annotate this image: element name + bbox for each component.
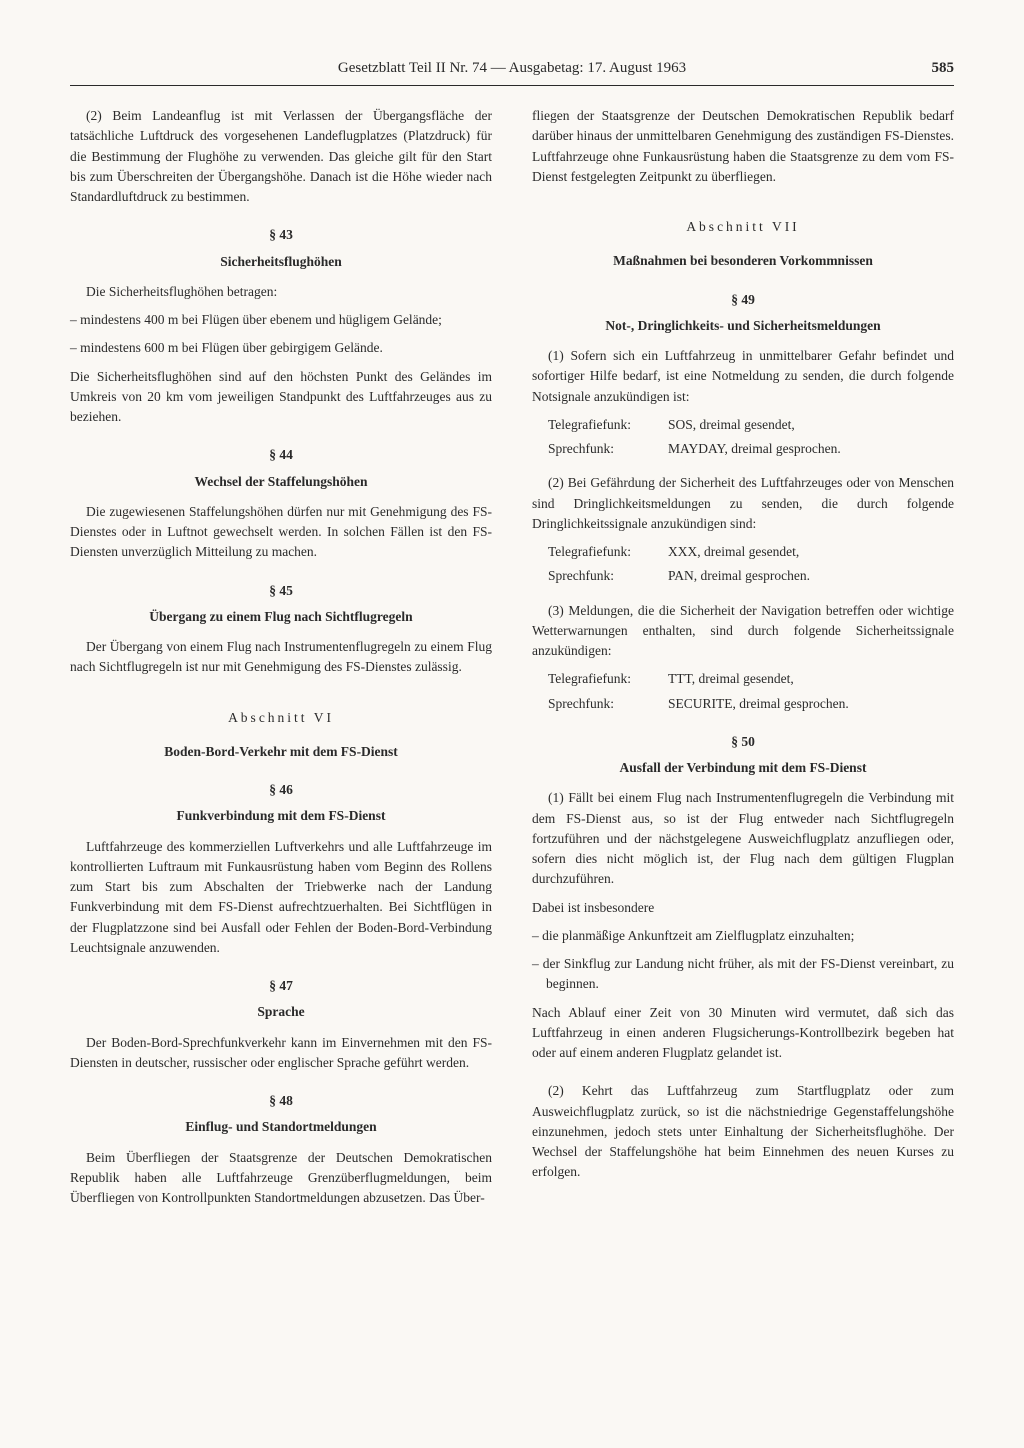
section-number: § 43 [70,225,492,245]
signal-value: SECURITE, dreimal gesprochen. [668,694,954,714]
chapter-title: Maßnahmen bei besonderen Vorkommnissen [532,251,954,271]
text-columns: (2) Beim Landeanflug ist mit Verlassen d… [70,106,954,1216]
signal-label: Telegrafiefunk: [548,669,668,689]
page-header: Gesetzblatt Teil II Nr. 74 — Ausgabetag:… [70,60,954,86]
signal-label: Sprechfunk: [548,694,668,714]
body-text: (2) Beim Landeanflug ist mit Verlassen d… [70,106,492,207]
section-title: Ausfall der Verbindung mit dem FS-Dienst [532,758,954,778]
section-title: Funkverbindung mit dem FS-Dienst [70,806,492,826]
section-number: § 48 [70,1091,492,1111]
list-item: – der Sinkflug zur Landung nicht früher,… [532,954,954,995]
header-title: Gesetzblatt Teil II Nr. 74 — Ausgabetag:… [338,60,686,76]
page-number: 585 [932,60,955,77]
section-title: Sicherheitsflughöhen [70,252,492,272]
section-title: Sprache [70,1002,492,1022]
section-number: § 49 [532,290,954,310]
body-text: Der Übergang von einem Flug nach Instrum… [70,637,492,678]
body-text: (3) Meldungen, die die Sicherheit der Na… [532,601,954,662]
signal-row: Telegrafiefunk: SOS, dreimal gesendet, [548,415,954,435]
section-number: § 45 [70,581,492,601]
section-title: Wechsel der Staffelungshöhen [70,472,492,492]
body-text: Dabei ist insbesondere [532,898,954,918]
chapter-label: Abschnitt VI [70,708,492,728]
section-number: § 50 [532,732,954,752]
body-text: Nach Ablauf einer Zeit von 30 Minuten wi… [532,1003,954,1064]
document-page: Gesetzblatt Teil II Nr. 74 — Ausgabetag:… [0,0,1024,1448]
body-text: Die Sicherheitsflughöhen sind auf den hö… [70,367,492,428]
signal-row: Sprechfunk: SECURITE, dreimal gesprochen… [548,694,954,714]
signal-label: Telegrafiefunk: [548,542,668,562]
body-text: Die zugewiesenen Staffelungshöhen dürfen… [70,502,492,563]
signal-value: MAYDAY, dreimal gesprochen. [668,439,954,459]
chapter-title: Boden-Bord-Verkehr mit dem FS-Dienst [70,742,492,762]
list-item: – mindestens 400 m bei Flügen über ebene… [70,310,492,330]
body-text: (1) Fällt bei einem Flug nach Instrument… [532,788,954,889]
body-text: Luftfahrzeuge des kommerziellen Luftverk… [70,837,492,959]
signal-row: Telegrafiefunk: TTT, dreimal gesendet, [548,669,954,689]
body-text: (2) Bei Gefährdung der Sicherheit des Lu… [532,473,954,534]
signal-value: XXX, dreimal gesendet, [668,542,954,562]
list-item: – die planmäßige Ankunftzeit am Zielflug… [532,926,954,946]
signal-label: Telegrafiefunk: [548,415,668,435]
signal-row: Telegrafiefunk: XXX, dreimal gesendet, [548,542,954,562]
body-text: (2) Kehrt das Luftfahrzeug zum Startflug… [532,1081,954,1182]
section-number: § 44 [70,445,492,465]
signal-label: Sprechfunk: [548,439,668,459]
body-text: Beim Überfliegen der Staatsgrenze der De… [70,1148,492,1209]
left-column: (2) Beim Landeanflug ist mit Verlassen d… [70,106,492,1216]
signal-row: Sprechfunk: PAN, dreimal gesprochen. [548,566,954,586]
list-item: – mindestens 600 m bei Flügen über gebir… [70,338,492,358]
section-number: § 46 [70,780,492,800]
signal-label: Sprechfunk: [548,566,668,586]
section-number: § 47 [70,976,492,996]
body-text: (1) Sofern sich ein Luftfahrzeug in unmi… [532,346,954,407]
chapter-label: Abschnitt VII [532,217,954,237]
signal-row: Sprechfunk: MAYDAY, dreimal gesprochen. [548,439,954,459]
section-title: Not-, Dringlichkeits- und Sicherheitsmel… [532,316,954,336]
signal-value: TTT, dreimal gesendet, [668,669,954,689]
body-text: Die Sicherheitsflughöhen betragen: [70,282,492,302]
body-text: Der Boden-Bord-Sprechfunkverkehr kann im… [70,1033,492,1074]
right-column: fliegen der Staatsgrenze der Deutschen D… [532,106,954,1216]
section-title: Einflug- und Standortmeldungen [70,1117,492,1137]
body-text: fliegen der Staatsgrenze der Deutschen D… [532,106,954,187]
section-title: Übergang zu einem Flug nach Sichtflugreg… [70,607,492,627]
signal-value: PAN, dreimal gesprochen. [668,566,954,586]
signal-value: SOS, dreimal gesendet, [668,415,954,435]
